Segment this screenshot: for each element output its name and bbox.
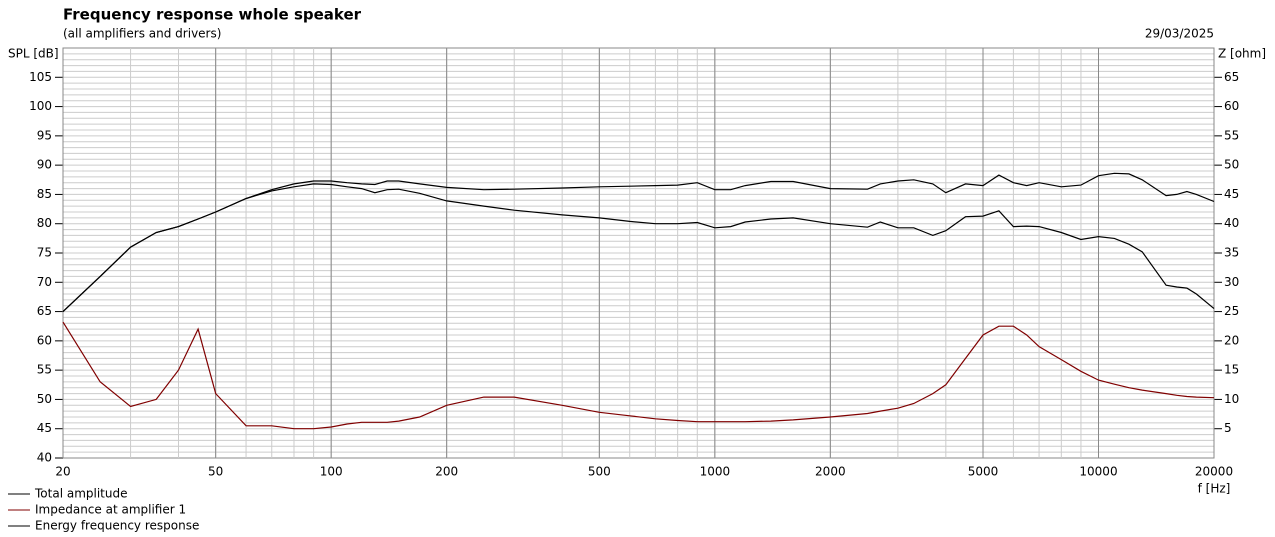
y2-tick-label: 15	[1224, 363, 1239, 377]
y2-tick-label: 20	[1224, 333, 1239, 347]
x-tick-label: 5000	[968, 465, 999, 479]
y2-tick-label: 45	[1224, 187, 1239, 201]
x-tick-label: 20	[55, 465, 70, 479]
x-tick-label: 20000	[1195, 465, 1233, 479]
y-tick-label: 95	[37, 128, 52, 142]
x-axis-label: f [Hz]	[1198, 482, 1231, 496]
y2-axis-label: Z [ohm]	[1218, 47, 1266, 61]
y-tick-label: 70	[37, 275, 52, 289]
y-tick-label: 55	[37, 363, 52, 377]
y-tick-label: 90	[37, 158, 52, 172]
y-tick-label: 100	[29, 99, 52, 113]
y2-tick-label: 50	[1224, 158, 1239, 172]
chart-title: Frequency response whole speaker	[63, 6, 362, 24]
y-tick-label: 85	[37, 187, 52, 201]
y2-tick-label: 55	[1224, 128, 1239, 142]
series-line	[62, 172, 1215, 313]
series-line	[62, 183, 1215, 313]
y-tick-label: 75	[37, 246, 52, 260]
x-tick-label: 50	[208, 465, 223, 479]
x-tick-label: 200	[435, 465, 458, 479]
x-tick-label: 100	[320, 465, 343, 479]
y2-tick-label: 35	[1224, 246, 1239, 260]
y2-tick-label: 40	[1224, 216, 1239, 230]
date: 29/03/2025	[1145, 27, 1214, 41]
y-tick-label: 80	[37, 216, 52, 230]
y-tick-label: 60	[37, 333, 52, 347]
y2-tick-label: 60	[1224, 99, 1239, 113]
y-axis-label: SPL [dB]	[8, 47, 59, 61]
y2-tick-label: 10	[1224, 392, 1239, 406]
y-tick-label: 105	[29, 70, 52, 84]
x-tick-label: 10000	[1079, 465, 1117, 479]
y-tick-label: 50	[37, 392, 52, 406]
series-line	[62, 321, 1215, 430]
x-tick-label: 1000	[700, 465, 731, 479]
y-tick-label: 45	[37, 421, 52, 435]
x-tick-label: 2000	[815, 465, 846, 479]
y2-tick-label: 25	[1224, 304, 1239, 318]
y-tick-label: 65	[37, 304, 52, 318]
y-tick-label: 40	[37, 451, 52, 465]
legend-label: Energy frequency response	[35, 519, 199, 533]
y2-tick-label: 30	[1224, 275, 1239, 289]
legend-label: Total amplitude	[34, 487, 127, 501]
y2-tick-label: 5	[1224, 421, 1232, 435]
legend-label: Impedance at amplifier 1	[35, 503, 186, 517]
y2-tick-label: 65	[1224, 70, 1239, 84]
x-tick-label: 500	[588, 465, 611, 479]
chart-subtitle: (all amplifiers and drivers)	[63, 27, 221, 41]
